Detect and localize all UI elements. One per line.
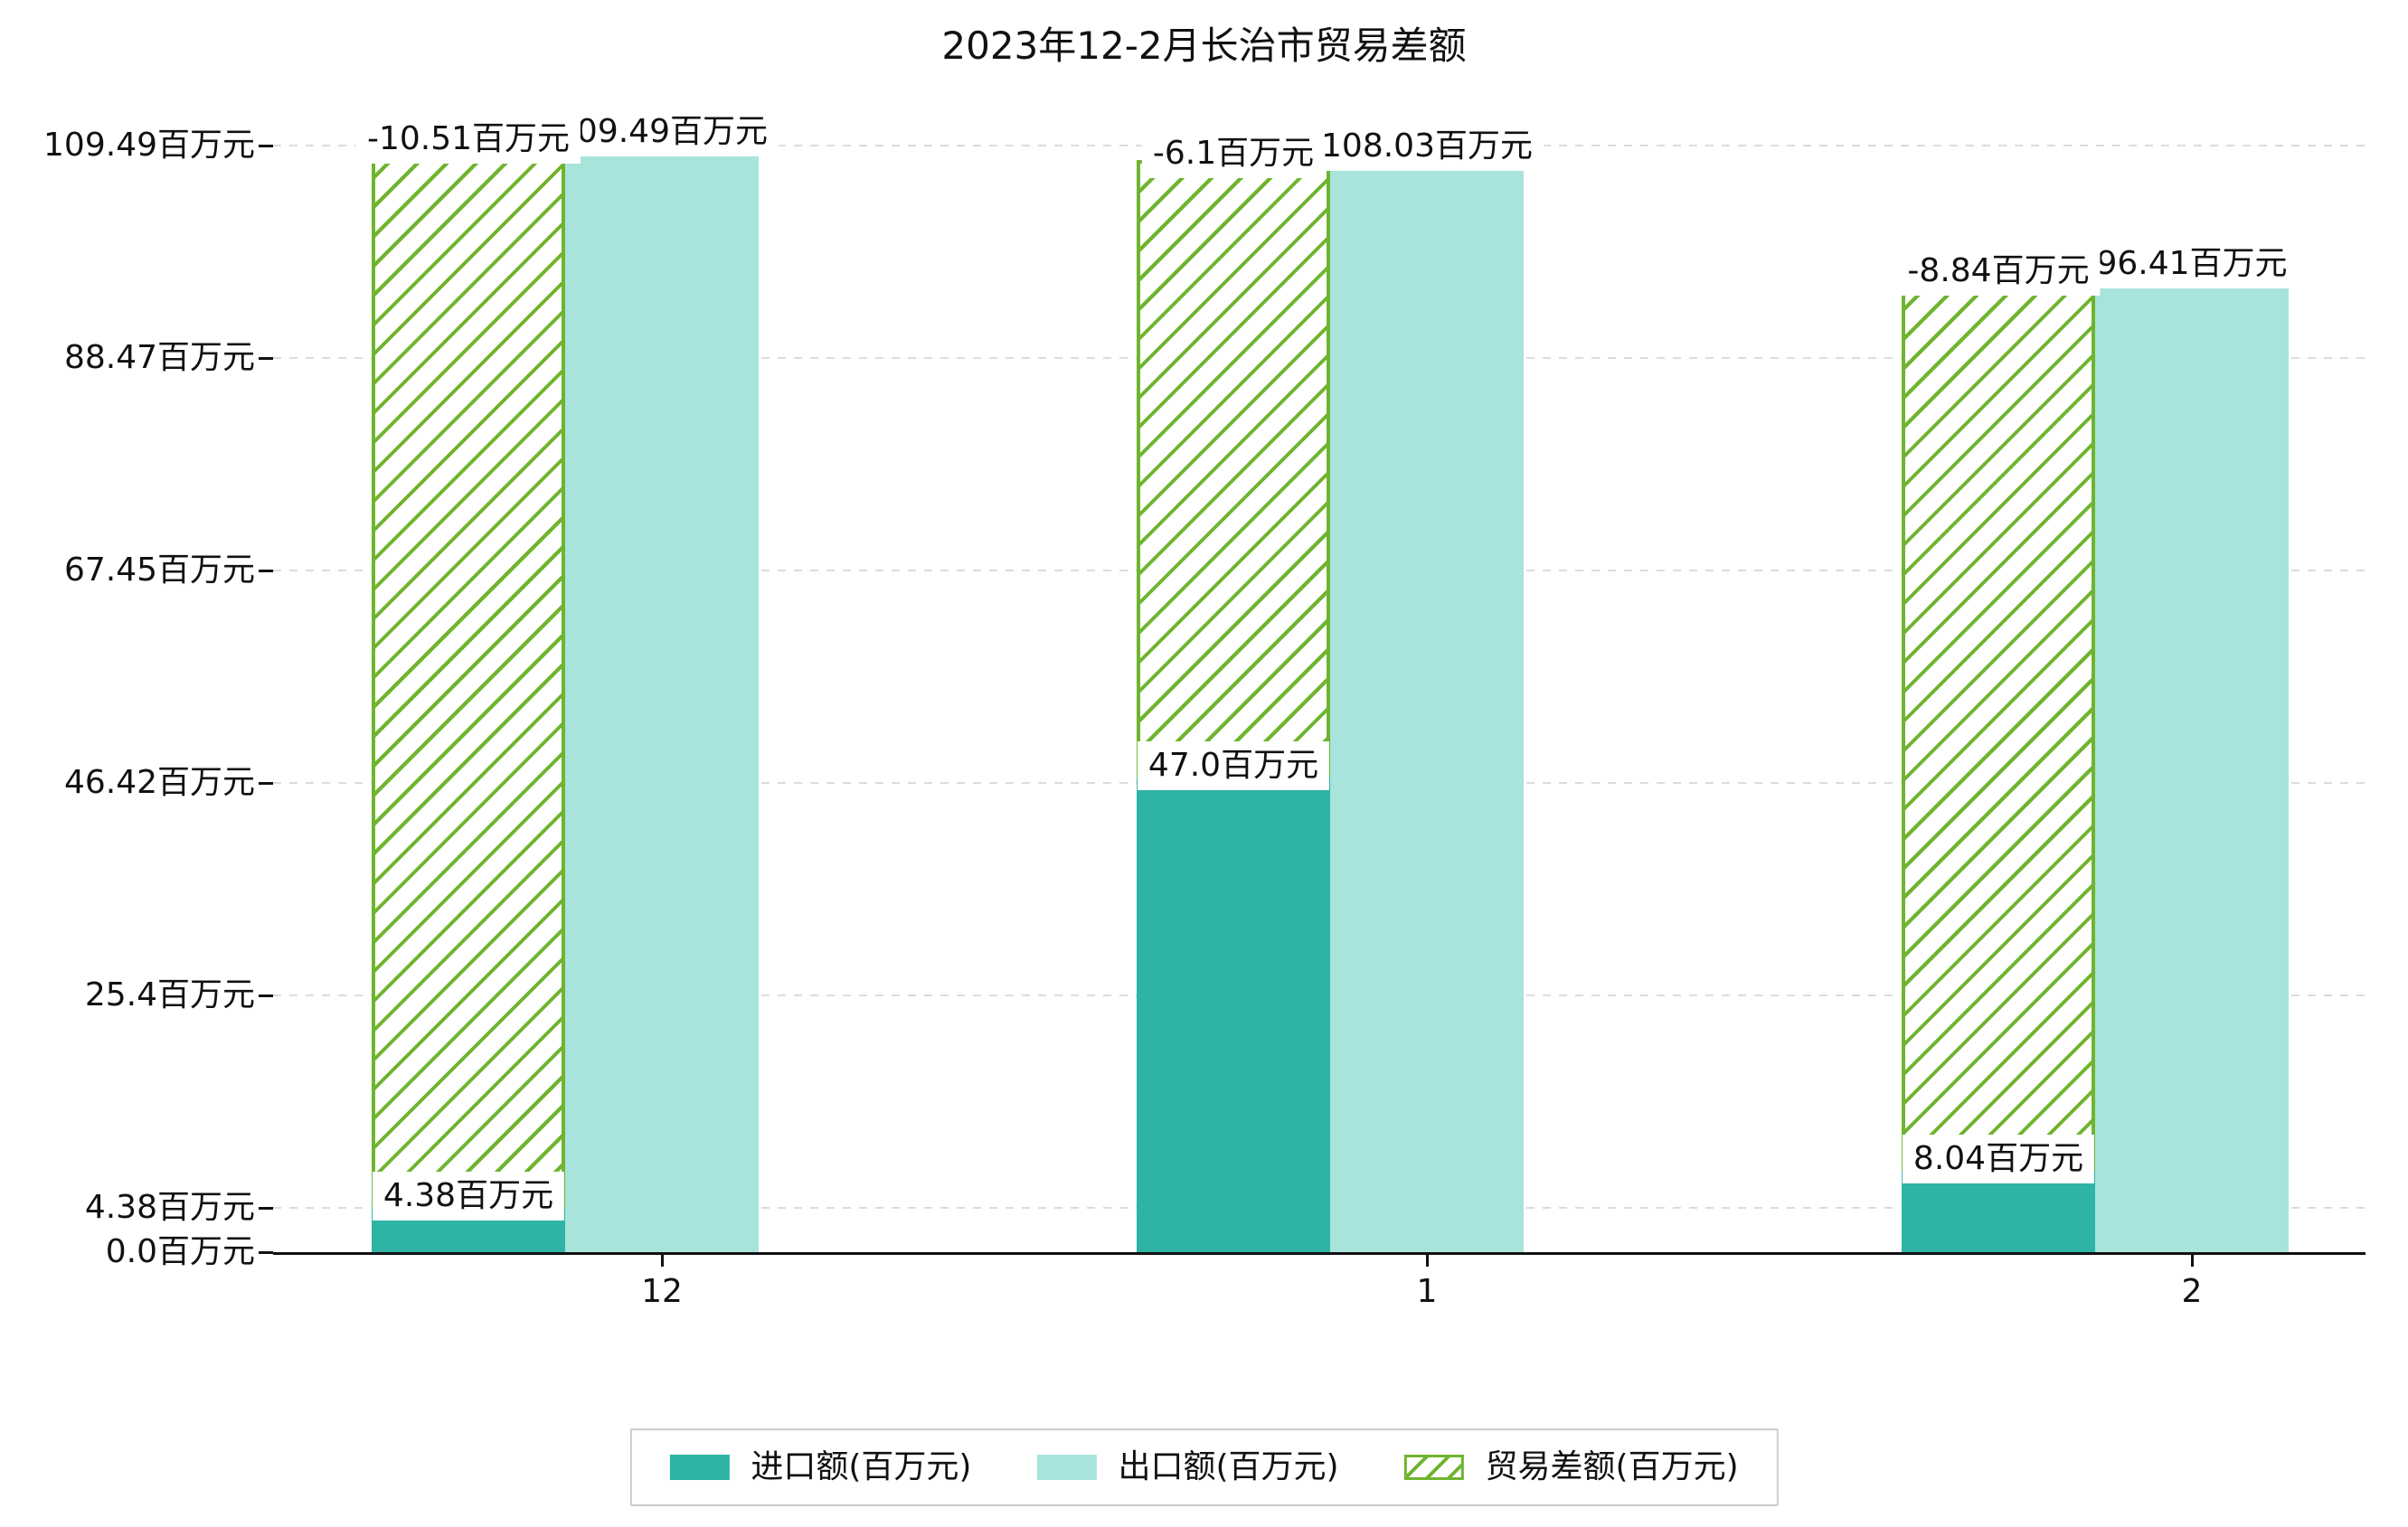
export-bar xyxy=(2095,278,2289,1252)
trade-balance-bar xyxy=(1902,278,2095,1172)
x-axis-tick-mark xyxy=(2191,1255,2194,1267)
x-axis-line xyxy=(273,1252,2366,1255)
import-bar xyxy=(1137,777,1330,1252)
export-value-label: 109.49百万元 xyxy=(545,108,779,156)
y-axis-tick-label: 109.49百万元 xyxy=(43,127,255,164)
legend: 进口额(百万元) 出口额(百万元) 贸易差额(百万元) xyxy=(629,1428,1779,1506)
y-axis-tick-mark xyxy=(259,1251,273,1254)
exports-swatch-icon xyxy=(1036,1455,1097,1480)
trade-balance-bar xyxy=(1137,160,1330,778)
imports-swatch-icon xyxy=(669,1455,730,1480)
export-value-label: 96.41百万元 xyxy=(2085,240,2299,289)
x-axis-tick-label: 2 xyxy=(2181,1273,2203,1310)
legend-item-imports: 进口额(百万元) xyxy=(669,1447,971,1487)
trade-balance-value-label: -8.84百万元 xyxy=(1896,247,2101,297)
trade-balance-bar xyxy=(372,146,565,1209)
y-axis-tick-mark xyxy=(259,569,273,572)
chart-title: 2023年12-2月长治市贸易差额 xyxy=(941,24,1467,68)
y-axis-tick-mark xyxy=(259,782,273,786)
y-axis-tick-label: 0.0百万元 xyxy=(105,1233,255,1270)
export-bar xyxy=(565,146,759,1252)
balance-hatch-swatch-icon xyxy=(1403,1455,1464,1480)
x-axis-tick-label: 12 xyxy=(641,1273,683,1310)
trade-balance-value-label: -6.1百万元 xyxy=(1141,129,1326,179)
y-axis-tick-mark xyxy=(259,356,273,360)
import-value-label: 47.0百万元 xyxy=(1137,740,1330,790)
y-axis-tick-mark xyxy=(259,1207,273,1211)
legend-label-imports: 进口额(百万元) xyxy=(751,1448,972,1485)
y-axis-tick-label: 4.38百万元 xyxy=(84,1189,255,1227)
import-bar xyxy=(1902,1171,2095,1252)
legend-label-exports: 出口额(百万元) xyxy=(1118,1448,1339,1485)
import-value-label: 8.04百万元 xyxy=(1902,1135,2095,1184)
y-axis-tick-label: 46.42百万元 xyxy=(63,764,255,802)
legend-label-balance: 贸易差额(百万元) xyxy=(1485,1448,1739,1485)
import-value-label: 4.38百万元 xyxy=(372,1172,565,1221)
trade-balance-value-label: -10.51百万元 xyxy=(355,115,581,164)
y-axis-tick-label: 88.47百万元 xyxy=(63,338,255,376)
x-axis-tick-label: 1 xyxy=(1416,1273,1438,1310)
x-axis-tick-mark xyxy=(661,1255,664,1267)
export-bar xyxy=(1330,160,1524,1252)
legend-item-balance: 贸易差额(百万元) xyxy=(1403,1447,1739,1487)
export-value-label: 108.03百万元 xyxy=(1310,122,1544,172)
x-axis-tick-mark xyxy=(1426,1255,1429,1267)
legend-item-exports: 出口额(百万元) xyxy=(1036,1447,1339,1487)
y-axis-tick-mark xyxy=(259,145,273,147)
y-axis-tick-label: 25.4百万元 xyxy=(84,976,255,1014)
y-axis-tick-mark xyxy=(259,994,273,998)
y-axis-tick-label: 67.45百万元 xyxy=(63,551,255,589)
